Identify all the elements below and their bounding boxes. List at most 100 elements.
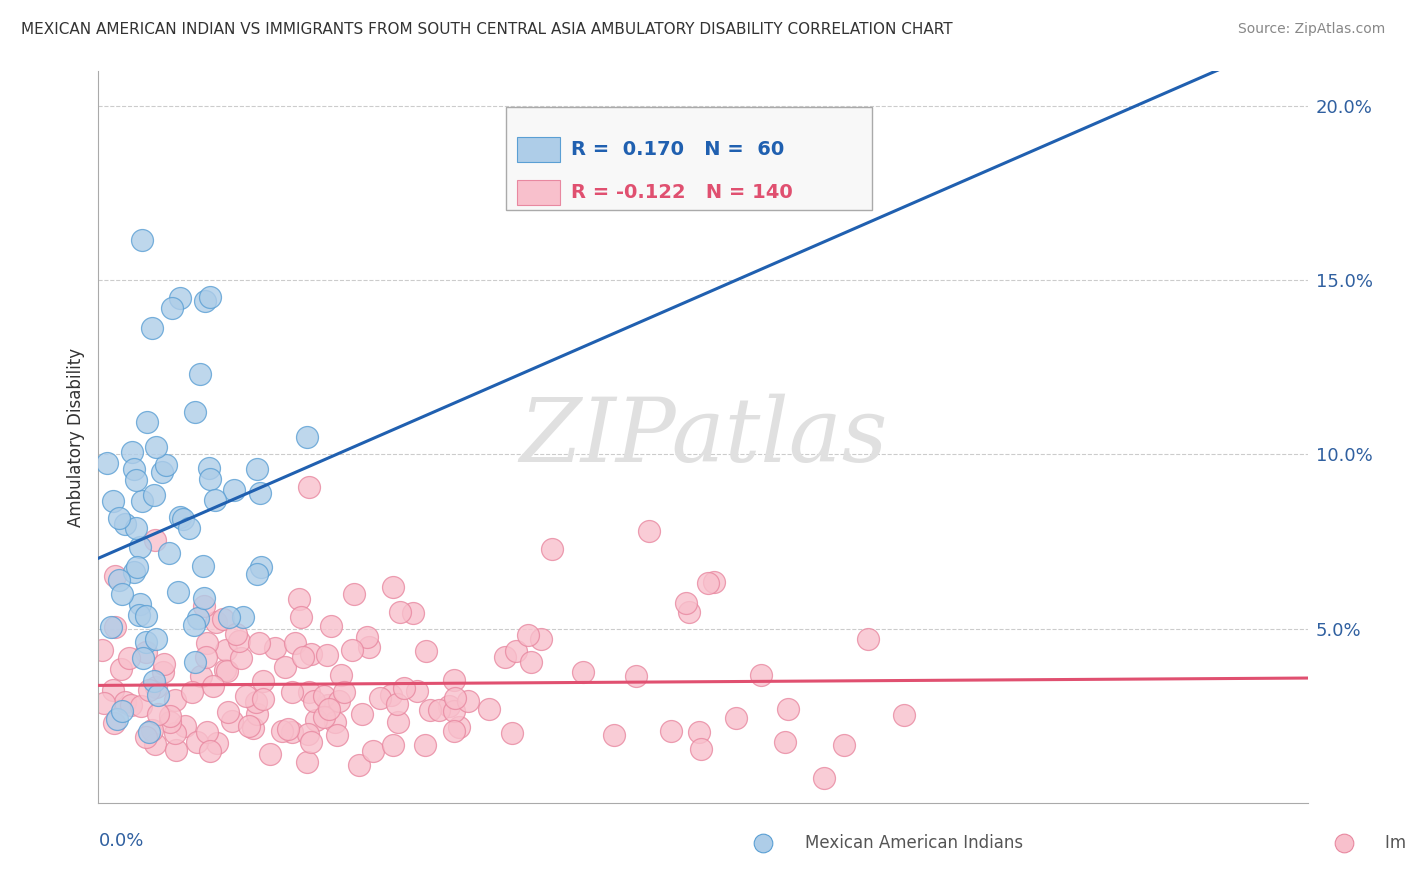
Point — [93, 696, 115, 710]
Point — [776, 702, 799, 716]
Point — [169, 510, 191, 524]
Point — [138, 682, 160, 697]
Point — [280, 724, 302, 739]
Point — [316, 698, 339, 713]
Point — [638, 524, 661, 539]
Point — [326, 728, 349, 742]
Point — [277, 722, 299, 736]
Point — [385, 698, 408, 712]
Point — [186, 735, 208, 749]
Point — [252, 673, 274, 688]
Point — [166, 585, 188, 599]
Point — [252, 691, 274, 706]
Point — [135, 730, 157, 744]
Point — [246, 567, 269, 582]
Point — [235, 689, 257, 703]
Point — [832, 739, 855, 753]
Text: Immigrants from South Central Asia: Immigrants from South Central Asia — [1385, 834, 1406, 852]
Point — [361, 744, 384, 758]
Point — [141, 723, 163, 738]
Point — [165, 743, 187, 757]
Point — [316, 648, 339, 663]
Point — [142, 488, 165, 502]
Point — [135, 609, 157, 624]
Point — [501, 726, 523, 740]
Point — [135, 645, 157, 659]
Text: R =  0.170   N =  60: R = 0.170 N = 60 — [571, 140, 785, 159]
Point — [242, 721, 264, 735]
Point — [697, 576, 720, 591]
Point — [520, 655, 543, 669]
Point — [187, 610, 209, 624]
Point — [135, 635, 157, 649]
Point — [675, 596, 697, 610]
Point — [188, 368, 211, 382]
Point — [103, 716, 125, 731]
Point — [172, 512, 194, 526]
Point — [198, 290, 221, 304]
Point — [128, 540, 150, 554]
Point — [443, 690, 465, 705]
Point — [145, 680, 167, 694]
Point — [288, 591, 311, 606]
Point — [190, 669, 212, 683]
Point — [724, 711, 747, 725]
Point — [201, 679, 224, 693]
Point — [298, 479, 321, 493]
Point — [145, 737, 167, 751]
Point — [145, 533, 167, 548]
Point — [101, 493, 124, 508]
Point — [349, 758, 371, 772]
Point — [297, 727, 319, 741]
Point — [343, 587, 366, 601]
Point — [163, 725, 186, 739]
Point — [389, 605, 412, 619]
Point — [517, 628, 540, 642]
Point — [184, 405, 207, 419]
Point — [624, 668, 647, 682]
Point — [165, 693, 187, 707]
Point — [340, 643, 363, 657]
Point — [406, 683, 429, 698]
Point — [541, 541, 564, 556]
Point — [281, 685, 304, 699]
Point — [153, 657, 176, 671]
Point — [295, 756, 318, 770]
Point — [530, 632, 553, 646]
Point — [312, 710, 335, 724]
Point — [232, 609, 254, 624]
Point — [138, 725, 160, 739]
Point — [394, 681, 416, 695]
Point — [104, 569, 127, 583]
Point — [204, 493, 226, 508]
Y-axis label: Ambulatory Disability: Ambulatory Disability — [66, 348, 84, 526]
Point — [146, 706, 169, 721]
Point — [249, 486, 271, 500]
Point — [380, 688, 402, 702]
Point — [191, 558, 214, 573]
Point — [443, 724, 465, 739]
Point — [332, 685, 354, 699]
Point — [264, 640, 287, 655]
Point — [145, 632, 167, 646]
Point — [111, 587, 134, 601]
Point — [270, 724, 292, 739]
Point — [193, 591, 215, 605]
Point — [100, 620, 122, 634]
Point — [212, 612, 235, 626]
Point — [108, 573, 131, 587]
Point — [305, 713, 328, 727]
Point — [690, 742, 713, 756]
Point — [368, 690, 391, 705]
Point — [274, 660, 297, 674]
Point — [157, 546, 180, 560]
Point — [193, 599, 215, 614]
Point — [103, 619, 125, 633]
Point — [114, 695, 136, 709]
Point — [131, 699, 153, 714]
Point — [183, 618, 205, 632]
Point — [238, 719, 260, 733]
Point — [207, 736, 229, 750]
Point — [228, 633, 250, 648]
Point — [245, 696, 267, 710]
